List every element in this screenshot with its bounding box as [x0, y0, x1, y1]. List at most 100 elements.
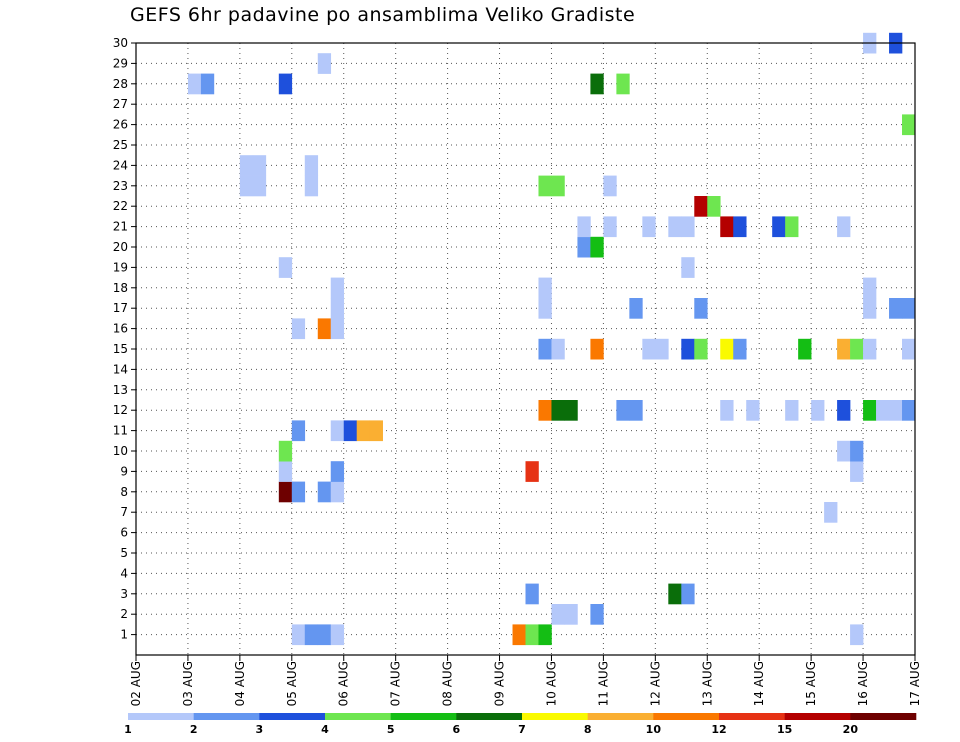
data-cells [187, 32, 916, 646]
precip-cell [291, 420, 306, 442]
precip-cell [200, 73, 215, 95]
x-axis: 02 AUG 03 AUG 04 AUG 05 AUG 06 AUG 07 AUG 08 A… [129, 655, 922, 706]
precip-cell [304, 155, 319, 176]
precip-cell [525, 624, 539, 646]
precip-cell [655, 338, 669, 360]
precip-cell [538, 624, 552, 646]
y-tick-label: 3 [120, 587, 128, 601]
precip-cell [720, 338, 734, 360]
x-tick-label: 07 AUG [389, 661, 403, 706]
x-tick-label: 06 AUG [337, 661, 351, 706]
precip-cell [278, 73, 293, 95]
colorbar-swatch [522, 713, 588, 720]
precip-cell [863, 277, 877, 299]
y-tick-label: 23 [113, 179, 128, 193]
x-tick-label: 17 AUG [908, 661, 922, 706]
precip-cell [304, 175, 319, 197]
precip-cell [850, 338, 864, 360]
precip-cell [850, 440, 864, 462]
precip-cell [707, 196, 721, 217]
colorbar-swatch [719, 713, 785, 720]
y-tick-label: 30 [113, 36, 128, 50]
precip-cell [837, 400, 851, 421]
precip-cell [239, 155, 254, 176]
y-tick-label: 2 [120, 607, 128, 621]
precip-cell [668, 216, 682, 238]
precip-cell [317, 318, 332, 340]
colorbar-swatch [325, 713, 391, 720]
precip-cell [317, 53, 332, 74]
precip-cell [850, 461, 864, 482]
precip-cell [902, 114, 916, 136]
precip-cell [902, 400, 916, 421]
y-tick-label: 14 [113, 362, 128, 376]
y-tick-label: 6 [120, 526, 128, 540]
precip-cell [369, 420, 383, 442]
precip-cell [837, 338, 851, 360]
colorbar-label: 1 [124, 723, 132, 736]
colorbar-swatch [850, 713, 917, 720]
precip-cell [863, 338, 877, 360]
precip-cell [642, 338, 656, 360]
precip-cell [837, 440, 851, 462]
precip-cell [356, 420, 370, 442]
precip-cell [837, 216, 851, 238]
precip-cell [317, 481, 332, 503]
precip-cell [720, 400, 734, 421]
colorbar-swatch [259, 713, 326, 720]
precip-cell [551, 604, 565, 625]
precip-cell [785, 400, 799, 421]
precip-cell [629, 298, 643, 319]
precip-cell [863, 400, 877, 421]
y-tick-label: 4 [120, 566, 128, 580]
precip-cell [668, 583, 682, 605]
precip-cell [330, 481, 345, 503]
precip-cell [720, 216, 734, 238]
precip-cell [317, 624, 332, 646]
precip-cell [603, 216, 617, 238]
y-tick-label: 20 [113, 240, 128, 254]
precip-cell [824, 502, 838, 523]
precip-cell [343, 420, 358, 442]
precip-cell [538, 400, 552, 421]
precip-cell [681, 338, 695, 360]
colorbar-label: 5 [387, 723, 395, 736]
colorbar-swatch [390, 713, 457, 720]
precip-cell [590, 73, 604, 95]
precip-cell [330, 318, 345, 340]
precip-cell [603, 175, 617, 197]
precip-cell [681, 216, 695, 238]
y-tick-label: 25 [113, 138, 128, 152]
precip-cell [330, 277, 345, 299]
colorbar-label: 15 [777, 723, 792, 736]
colorbar-label: 4 [321, 723, 329, 736]
precip-cell [694, 196, 708, 217]
y-tick-label: 7 [120, 505, 128, 519]
precip-cell [798, 338, 812, 360]
x-tick-label: 11 AUG [596, 661, 610, 706]
precip-cell [330, 298, 345, 319]
y-axis: 1234567891011121314151617181920212223242… [113, 36, 136, 642]
precip-cell [616, 400, 630, 421]
precip-cell [629, 400, 643, 421]
x-tick-label: 14 AUG [752, 661, 766, 706]
precip-cell [772, 216, 786, 238]
colorbar-label: 3 [256, 723, 264, 736]
y-tick-label: 1 [120, 628, 128, 642]
precip-cell [278, 440, 293, 462]
precip-cell [733, 216, 747, 238]
precip-cell [902, 338, 916, 360]
precip-cell [512, 624, 526, 646]
precip-cell [850, 624, 864, 646]
precip-cell [330, 461, 345, 482]
y-tick-label: 12 [113, 403, 128, 417]
colorbar-label: 2 [190, 723, 198, 736]
precip-cell [694, 338, 708, 360]
x-tick-label: 02 AUG [129, 661, 143, 706]
colorbar-swatch [784, 713, 851, 720]
precip-cell [278, 257, 293, 278]
precip-cell [304, 624, 319, 646]
precip-cell [278, 481, 293, 503]
precip-cell [681, 257, 695, 278]
y-tick-label: 15 [113, 342, 128, 356]
